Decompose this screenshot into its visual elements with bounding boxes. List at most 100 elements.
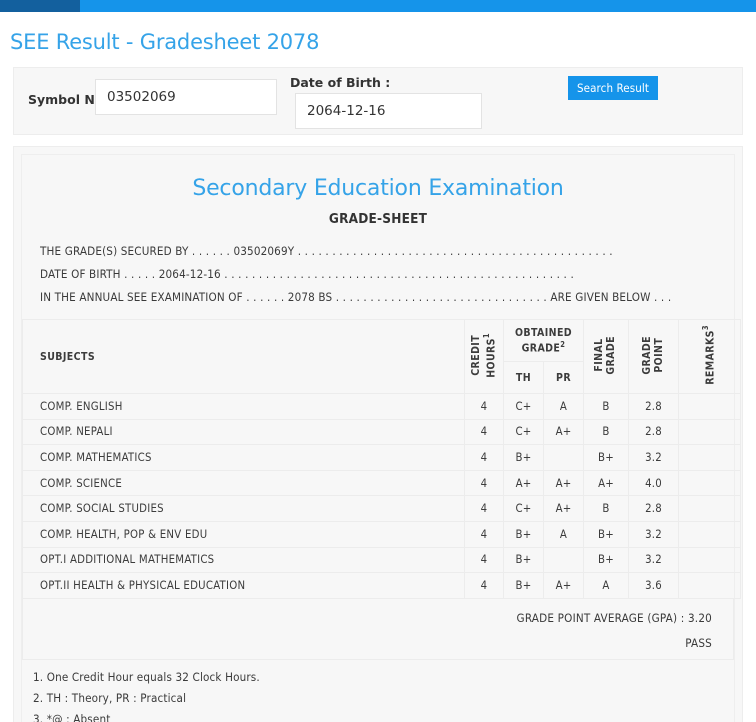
- footnote-2: 2. TH : Theory, PR : Practical: [33, 690, 187, 705]
- grades-table-head: SUBJECTS CREDIT HOURS1 OBTAINED GRADE2 F…: [22, 319, 741, 394]
- footnotes-block: 1. One Credit Hour equals 32 Clock Hours…: [22, 660, 734, 722]
- column-header-credit-hours: CREDIT HOURS1: [464, 319, 504, 394]
- symbol-no-input[interactable]: [95, 79, 277, 115]
- cell-remarks: [678, 495, 741, 522]
- cell-pr: A+: [543, 495, 584, 522]
- exam-title: Secondary Education Examination: [192, 176, 564, 201]
- cell-credit: 4: [464, 393, 504, 420]
- table-row: COMP. NEPALI 4 C+ A+ B 2.8: [22, 418, 741, 446]
- cell-th: B+: [503, 546, 544, 574]
- credit-hours-footnote-marker: 1: [481, 332, 491, 338]
- grades-table-subheader-row: TH PR: [23, 361, 741, 394]
- column-header-obtained-grade-text: OBTAINED GRADE: [514, 326, 573, 355]
- cell-remarks: [678, 546, 741, 574]
- gradesheet-subtitle: GRADE-SHEET: [328, 211, 428, 227]
- cell-th: C+: [503, 393, 544, 420]
- column-header-credit-hours-text: CREDIT HOURS: [469, 334, 497, 378]
- date-of-birth-label: Date of Birth :: [290, 75, 391, 90]
- cell-th: C+: [503, 418, 544, 446]
- footnote-1: 1. One Credit Hour equals 32 Clock Hours…: [33, 669, 260, 684]
- cell-final: B+: [583, 444, 629, 471]
- column-header-remarks: REMARKS3: [678, 319, 741, 394]
- table-row: COMP. SOCIAL STUDIES 4 C+ A+ B 2.8: [22, 495, 741, 522]
- cell-point: 2.8: [628, 495, 679, 522]
- cell-pr: A+: [543, 418, 584, 446]
- table-row: COMP. MATHEMATICS 4 B+ B+ 3.2: [22, 444, 741, 471]
- cell-final: B: [583, 418, 629, 446]
- cell-subject: OPT.II HEALTH & PHYSICAL EDUCATION: [22, 572, 465, 599]
- cell-final: A+: [583, 469, 629, 497]
- cell-credit: 4: [464, 546, 504, 574]
- column-header-grade-point-text: GRADE POINT: [640, 335, 665, 375]
- cell-pr: A+: [543, 469, 584, 497]
- info-line-date-of-birth: DATE OF BIRTH . . . . . 2064-12-16 . . .…: [40, 267, 574, 281]
- cell-pr: [543, 444, 584, 471]
- cell-final: B+: [583, 546, 629, 574]
- cell-remarks: [678, 572, 741, 599]
- cell-credit: 4: [464, 444, 504, 471]
- cell-point: 3.2: [628, 546, 679, 574]
- search-panel: Symbol No : Date of Birth : Search Resul…: [13, 67, 743, 135]
- table-row: COMP. SCIENCE 4 A+ A+ A+ 4.0: [22, 469, 741, 497]
- cell-th: B+: [503, 444, 544, 471]
- column-header-final-grade: FINAL GRADE: [583, 319, 629, 394]
- cell-point: 3.6: [628, 572, 679, 599]
- cell-subject: OPT.I ADDITIONAL MATHEMATICS: [22, 546, 465, 574]
- column-header-subjects: SUBJECTS: [22, 319, 465, 394]
- cell-final: B+: [583, 520, 629, 548]
- grades-table-body: COMP. ENGLISH 4 C+ A B 2.8 COMP. NEPALI 4 C+ A+ B 2…: [22, 393, 741, 599]
- table-row: COMP. ENGLISH 4 C+ A B 2.8: [22, 393, 741, 420]
- column-header-theory: TH: [503, 361, 544, 394]
- cell-credit: 4: [464, 495, 504, 522]
- symbol-no-label: Symbol No :: [28, 92, 113, 107]
- cell-remarks: [678, 444, 741, 471]
- cell-remarks: [678, 393, 741, 420]
- date-of-birth-input[interactable]: [295, 93, 482, 129]
- cell-th: B+: [503, 520, 544, 548]
- footnote-3: 3. *@ : Absent: [33, 711, 111, 722]
- search-result-button[interactable]: Search Result: [568, 76, 658, 100]
- grades-table: SUBJECTS CREDIT HOURS1 OBTAINED GRADE2 F…: [22, 319, 741, 599]
- student-info-block: THE GRADE(S) SECURED BY . . . . . . 0350…: [22, 227, 734, 319]
- cell-final: B: [583, 393, 629, 420]
- cell-subject: COMP. HEALTH, POP & ENV EDU: [22, 520, 465, 548]
- cell-credit: 4: [464, 520, 504, 548]
- cell-point: 2.8: [628, 418, 679, 446]
- column-header-obtained-grade: OBTAINED GRADE2: [503, 319, 584, 362]
- column-header-grade-point: GRADE POINT: [628, 319, 679, 394]
- info-line-grades-secured-by: THE GRADE(S) SECURED BY . . . . . . 0350…: [40, 244, 613, 258]
- remarks-footnote-marker: 3: [700, 325, 710, 331]
- cell-remarks: [678, 418, 741, 446]
- cell-pr: A: [543, 520, 584, 548]
- cell-subject: COMP. SOCIAL STUDIES: [22, 495, 465, 522]
- cell-th: B+: [503, 572, 544, 599]
- top-bar-spacer: [0, 12, 756, 18]
- cell-remarks: [678, 469, 741, 497]
- top-accent-bar: [0, 0, 756, 12]
- column-header-final-grade-text: FINAL GRADE: [593, 335, 617, 375]
- cell-pr: [543, 546, 584, 574]
- table-row: COMP. HEALTH, POP & ENV EDU 4 B+ A B+ 3.2: [22, 520, 741, 548]
- obtained-grade-footnote-marker: 2: [560, 339, 566, 349]
- cell-point: 2.8: [628, 393, 679, 420]
- info-line-exam-year: IN THE ANNUAL SEE EXAMINATION OF . . . .…: [40, 290, 672, 304]
- cell-pr: A+: [543, 572, 584, 599]
- column-header-practical: PR: [543, 361, 584, 394]
- top-accent-bar-dark-segment: [0, 0, 80, 12]
- cell-th: C+: [503, 495, 544, 522]
- cell-pr: A: [543, 393, 584, 420]
- gradesheet-card: Secondary Education Examination GRADE-SH…: [21, 154, 741, 722]
- cell-subject: COMP. SCIENCE: [22, 469, 465, 497]
- table-row: OPT.I ADDITIONAL MATHEMATICS 4 B+ B+ 3.2: [22, 546, 741, 574]
- cell-subject: COMP. MATHEMATICS: [22, 444, 465, 471]
- table-row: OPT.II HEALTH & PHYSICAL EDUCATION 4 B+ A+ A…: [22, 572, 741, 599]
- cell-final: A: [583, 572, 629, 599]
- grade-point-average: GRADE POINT AVERAGE (GPA) : 3.20: [516, 610, 712, 625]
- column-header-remarks-text: REMARKS: [704, 330, 717, 385]
- result-summary: GRADE POINT AVERAGE (GPA) : 3.20 PASS: [22, 598, 734, 660]
- cell-subject: COMP. ENGLISH: [22, 393, 465, 420]
- cell-point: 4.0: [628, 469, 679, 497]
- cell-credit: 4: [464, 572, 504, 599]
- result-panel: Secondary Education Examination GRADE-SH…: [13, 146, 743, 722]
- grades-table-header-row: SUBJECTS CREDIT HOURS1 OBTAINED GRADE2 F…: [22, 319, 741, 394]
